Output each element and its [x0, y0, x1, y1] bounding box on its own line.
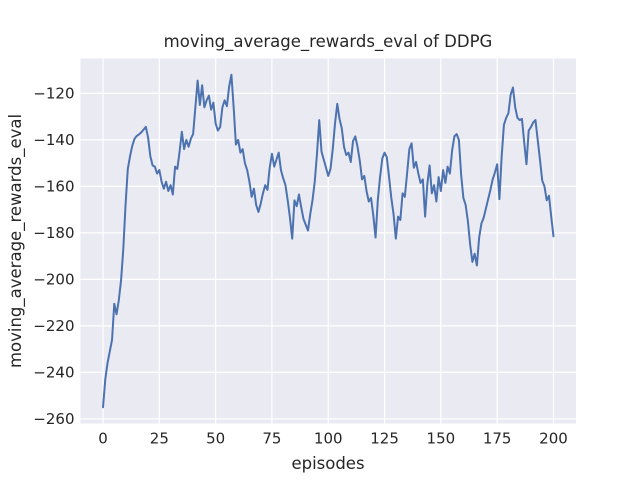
x-tick-label: 150: [427, 430, 456, 448]
y-tick-label: −140: [33, 131, 74, 149]
y-axis-label: moving_average_rewards_eval: [6, 114, 26, 368]
y-tick-label: −260: [33, 410, 74, 428]
x-tick-label: 0: [98, 430, 108, 448]
chart-title: moving_average_rewards_eval of DDPG: [164, 32, 493, 52]
y-tick-label: −200: [33, 270, 74, 288]
y-tick-label: −240: [33, 363, 74, 381]
x-tick-label: 125: [370, 430, 399, 448]
x-tick-label: 75: [262, 430, 281, 448]
x-tick-label: 100: [314, 430, 343, 448]
y-tick-label: −180: [33, 224, 74, 242]
x-tick-label: 50: [206, 430, 225, 448]
x-tick-label: 25: [150, 430, 169, 448]
data-line-moving_average_rewards_eval: [102, 73, 555, 409]
tick-layer: 0 25 50 75 100 125 150 175 200 −120 −140 −160 −180 −2…: [33, 84, 568, 447]
line-layer: [102, 73, 555, 409]
y-tick-label: −160: [33, 177, 74, 195]
y-tick-label: −220: [33, 317, 74, 335]
y-tick-label: −120: [33, 84, 74, 102]
x-tick-label: 175: [483, 430, 512, 448]
x-axis-label: episodes: [291, 454, 364, 473]
x-tick-label: 200: [539, 430, 568, 448]
